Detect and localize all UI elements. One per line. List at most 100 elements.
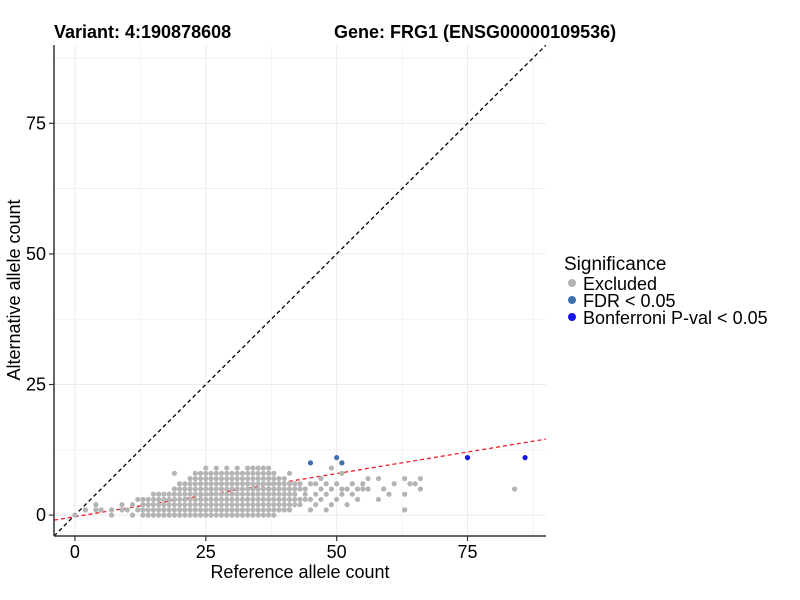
data-point (307, 496, 314, 503)
y-tick-label: 25 (26, 375, 46, 395)
data-point (239, 470, 246, 476)
data-point (208, 486, 214, 492)
data-point (360, 481, 366, 487)
data-point (229, 491, 235, 497)
data-point (522, 455, 528, 461)
data-point (150, 512, 157, 518)
data-point (365, 486, 371, 492)
data-point (161, 491, 167, 497)
data-point (344, 502, 350, 508)
data-point (271, 512, 277, 518)
x-tick-label: 75 (457, 542, 477, 562)
data-point (171, 507, 177, 513)
data-point (286, 507, 293, 513)
data-point (229, 512, 235, 518)
data-point (281, 475, 287, 482)
data-point (307, 460, 314, 466)
data-point (255, 502, 261, 508)
data-point (239, 512, 246, 518)
fit-line (54, 438, 546, 521)
data-point (208, 507, 214, 513)
data-point (208, 491, 214, 497)
data-point (239, 496, 246, 503)
data-point (203, 502, 209, 508)
data-point (213, 481, 219, 487)
data-point (145, 507, 151, 513)
data-point (250, 491, 256, 497)
data-point (250, 481, 256, 487)
data-point (197, 481, 204, 487)
data-point (213, 475, 219, 482)
data-point (271, 496, 277, 503)
series-excluded (72, 465, 518, 518)
data-point (203, 475, 209, 482)
data-point (260, 507, 266, 513)
data-point (224, 475, 230, 482)
series-fdr-0-05 (307, 455, 345, 466)
data-point (271, 491, 277, 497)
data-point (187, 481, 193, 487)
data-point (161, 512, 167, 518)
legend-label: Excluded (583, 274, 657, 294)
data-point (276, 496, 282, 503)
data-point (281, 486, 287, 492)
data-point (166, 502, 172, 508)
data-point (323, 491, 329, 497)
data-point (286, 481, 293, 487)
data-point (381, 486, 387, 492)
data-point (245, 481, 251, 487)
data-point (255, 496, 261, 503)
data-point (255, 491, 261, 497)
data-point (250, 507, 256, 513)
data-point (224, 507, 230, 513)
data-point (276, 486, 282, 492)
data-point (281, 491, 287, 497)
x-axis-label: Reference allele count (210, 562, 389, 582)
data-point (218, 512, 225, 518)
y-axis-label: Alternative allele count (4, 199, 24, 380)
data-point (328, 465, 335, 471)
data-point (82, 507, 89, 513)
data-point (218, 486, 225, 492)
data-point (192, 475, 198, 482)
data-point (265, 470, 272, 476)
y-axis-ticks: 0 25 50 75 (26, 113, 54, 525)
data-point (203, 470, 209, 476)
data-point (156, 496, 162, 503)
data-point (229, 502, 235, 508)
data-point (224, 470, 230, 476)
data-point (192, 512, 198, 518)
data-point (182, 481, 188, 487)
data-point (265, 475, 272, 482)
data-point (119, 502, 125, 508)
data-point (339, 491, 345, 497)
y-tick-label: 0 (36, 505, 46, 525)
data-point (208, 481, 214, 487)
data-point (150, 496, 157, 503)
data-point (255, 486, 261, 492)
data-point (250, 496, 256, 503)
data-point (386, 491, 392, 497)
data-point (197, 507, 204, 513)
data-point (286, 470, 293, 476)
data-point (140, 496, 146, 503)
data-point (328, 486, 335, 492)
data-point (245, 496, 251, 503)
data-point (292, 486, 298, 492)
data-point (339, 470, 345, 476)
y-tick-label: 75 (26, 113, 46, 133)
series-bonferroni-p-val-0-05 (464, 455, 528, 461)
data-point (417, 486, 423, 492)
data-point (250, 470, 256, 476)
data-point (281, 481, 287, 487)
data-point (307, 507, 314, 513)
data-point (354, 486, 361, 492)
data-point (203, 512, 209, 518)
data-point (213, 496, 219, 503)
x-tick-label: 0 (70, 542, 80, 562)
data-point (276, 475, 282, 482)
data-point (265, 486, 272, 492)
data-point (360, 486, 366, 492)
data-point (265, 496, 272, 503)
data-point (417, 475, 423, 482)
